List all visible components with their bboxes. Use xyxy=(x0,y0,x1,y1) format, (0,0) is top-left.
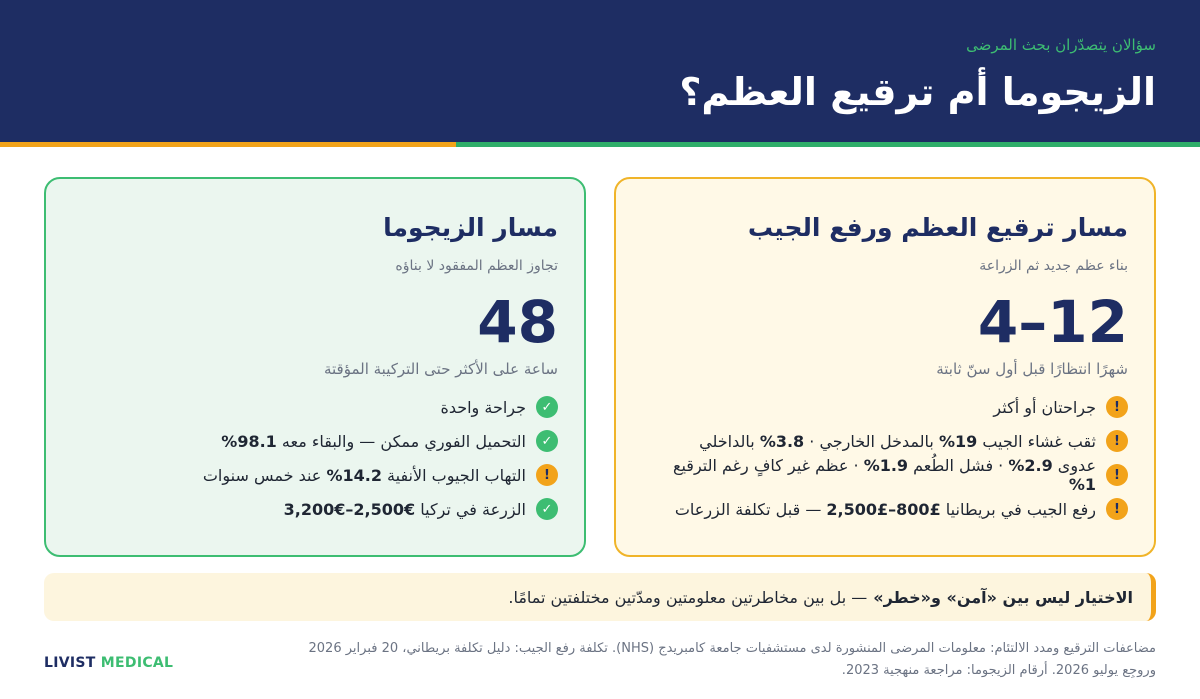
list-item-figure: 3.8% xyxy=(759,431,805,451)
bone-card-big-number: 4–12 xyxy=(977,288,1128,356)
accent-bar-green xyxy=(456,142,1200,147)
zygoma-card-subtitle: تجاوز العظم المفقود لا بناؤه xyxy=(395,258,558,274)
zygoma-card-list: ✓ جراحة واحدة ✓ التحميل الفوري ممكن — والبق… xyxy=(72,390,558,526)
brand-name-part-1: LIVIST xyxy=(44,655,96,671)
list-item-segment: جراحتان أو أكثر xyxy=(993,397,1096,417)
page-title: الزيجوما أم ترقيع العظم؟ xyxy=(679,70,1156,114)
list-item-segment: جراحة واحدة xyxy=(440,397,526,417)
header: سؤالان يتصدّران بحث المرضى الزيجوما أم ت… xyxy=(0,0,1200,142)
conclusion-banner: الاختيار ليس بين «آمن» و«خطر» — بل بين م… xyxy=(44,573,1156,621)
list-item: ! التهاب الجيوب الأنفية 14.2% عند خمس سنو… xyxy=(72,458,558,492)
list-item-text: جراحة واحدة xyxy=(440,398,526,417)
zygoma-card-caption: ساعة على الأكثر حتى التركيبة المؤقتة xyxy=(323,360,558,378)
list-item-segment: بالمدخل الخارجي · xyxy=(804,431,939,451)
brand-logo: LIVIST MEDICAL xyxy=(44,655,173,671)
list-item-text: جراحتان أو أكثر xyxy=(993,398,1096,417)
list-item-figure: 1% xyxy=(1068,475,1096,494)
list-item-figure: 98.1% xyxy=(221,431,277,451)
list-item-segment: عدوى xyxy=(1052,456,1096,475)
list-item: ✓ الزرعة في تركيا €2,500–€3,200 xyxy=(72,492,558,526)
list-item-figure: 1.9% xyxy=(863,456,909,475)
warning-icon: ! xyxy=(536,464,558,486)
list-item-figure: 2.9% xyxy=(1008,456,1053,475)
list-item-segment: · عظم غير كافٍ رغم الترقيع xyxy=(672,456,864,475)
list-item: ! ثقب غشاء الجيب 19% بالمدخل الخارجي · 3.… xyxy=(642,424,1128,458)
bone-card-list: ! جراحتان أو أكثر! ثقب غشاء الجيب 19% بالم… xyxy=(642,390,1128,526)
list-item: ✓ التحميل الفوري ممكن — والبقاء معه 98.1% xyxy=(72,424,558,458)
zygoma-card: مسار الزيجوما تجاوز العظم المفقود لا بنا… xyxy=(44,177,586,557)
list-item-figure: £800–£2,500 xyxy=(826,499,941,519)
list-item-segment: رفع الجيب في بريطانيا xyxy=(940,499,1096,519)
list-item-figure: 19% xyxy=(938,431,978,451)
accent-bar xyxy=(0,142,1200,147)
bone-graft-card: مسار ترقيع العظم ورفع الجيب بناء عظم جدي… xyxy=(614,177,1156,557)
check-icon: ✓ xyxy=(536,396,558,418)
list-item: ✓ جراحة واحدة xyxy=(72,390,558,424)
check-icon: ✓ xyxy=(536,430,558,452)
list-item: ! رفع الجيب في بريطانيا £800–£2,500 — قبل… xyxy=(642,492,1128,526)
list-item-segment: ثقب غشاء الجيب xyxy=(977,431,1096,451)
list-item-text: التحميل الفوري ممكن — والبقاء معه 98.1% xyxy=(221,432,526,451)
brand-name-part-2: MEDICAL xyxy=(100,655,174,671)
banner-bold: الاختيار ليس بين «آمن» و«خطر» xyxy=(873,587,1133,607)
eyebrow: سؤالان يتصدّران بحث المرضى xyxy=(966,36,1156,54)
bone-card-caption: شهرًا انتظارًا قبل أول سنّ ثابتة xyxy=(936,360,1128,378)
list-item-text: الزرعة في تركيا €2,500–€3,200 xyxy=(284,500,526,519)
list-item-text: ثقب غشاء الجيب 19% بالمدخل الخارجي · 3.8… xyxy=(699,432,1096,451)
list-item-segment: التحميل الفوري ممكن — والبقاء معه xyxy=(276,431,526,451)
list-item-figure: €2,500–€3,200 xyxy=(283,499,416,519)
accent-bar-orange xyxy=(0,142,456,147)
list-item-segment: بالداخلي xyxy=(699,431,760,451)
check-icon: ✓ xyxy=(536,498,558,520)
footnote-line-1: مضاعفات الترقيع ومدد الالتئام: معلومات ا… xyxy=(308,641,1156,656)
list-item-segment: الزرعة في تركيا xyxy=(415,499,526,519)
list-item-segment: — قبل تكلفة الزرعات xyxy=(674,499,827,519)
warning-icon: ! xyxy=(1106,430,1128,452)
zygoma-card-title: مسار الزيجوما xyxy=(383,213,558,242)
list-item-figure: 14.2% xyxy=(326,465,382,485)
bone-card-title: مسار ترقيع العظم ورفع الجيب xyxy=(747,213,1128,242)
list-item-segment: عند خمس سنوات xyxy=(202,465,327,485)
bone-card-subtitle: بناء عظم جديد ثم الزراعة xyxy=(979,258,1128,274)
list-item: ! عدوى 2.9% · فشل الطُعم 1.9% · عظم غير ك… xyxy=(642,456,1128,494)
warning-icon: ! xyxy=(1106,396,1128,418)
footnote: مضاعفات الترقيع ومدد الالتئام: معلومات ا… xyxy=(226,638,1156,682)
list-item: ! جراحتان أو أكثر xyxy=(642,390,1128,424)
warning-icon: ! xyxy=(1106,498,1128,520)
list-item-text: عدوى 2.9% · فشل الطُعم 1.9% · عظم غير كا… xyxy=(642,456,1096,494)
warning-icon: ! xyxy=(1106,464,1128,486)
list-item-text: رفع الجيب في بريطانيا £800–£2,500 — قبل … xyxy=(675,500,1096,519)
list-item-segment: · فشل الطُعم xyxy=(908,456,1009,475)
banner-text: — بل بين مخاطرتين معلومتين ومدّتين مختلف… xyxy=(508,587,868,607)
zygoma-card-big-number: 48 xyxy=(477,288,558,356)
footnote-line-2: وروجِع يوليو 2026. أرقام الزيجوما: مراجع… xyxy=(841,663,1156,678)
list-item-segment: التهاب الجيوب الأنفية xyxy=(381,465,526,485)
list-item-text: التهاب الجيوب الأنفية 14.2% عند خمس سنوا… xyxy=(203,466,526,485)
